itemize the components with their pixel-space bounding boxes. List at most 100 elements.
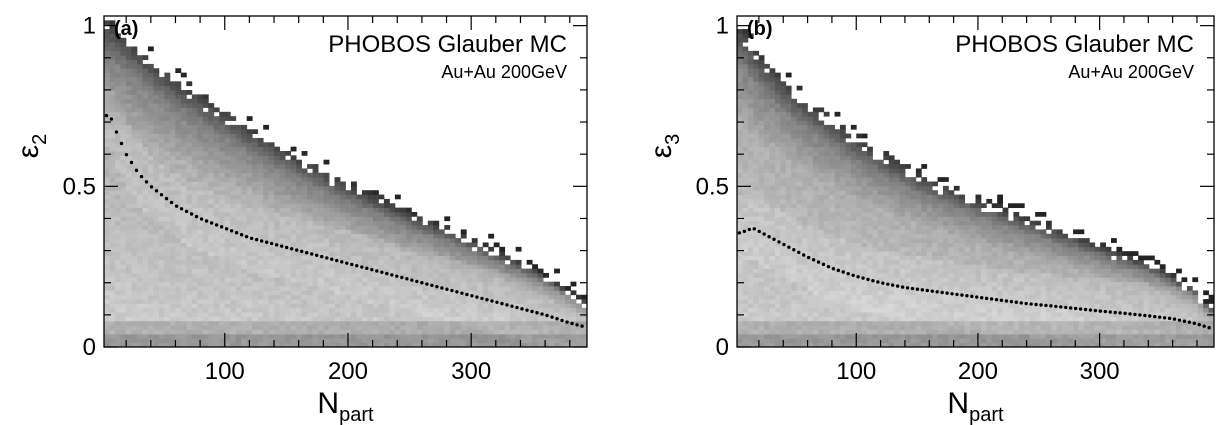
heatmap-cell (224, 220, 231, 226)
heatmap-cell (576, 320, 582, 326)
heatmap-cell (120, 203, 127, 209)
heatmap-cell (114, 259, 121, 265)
heatmap-cell (114, 76, 121, 82)
heatmap-cell (742, 37, 749, 43)
heatmap-cell (543, 338, 549, 344)
mean-point (500, 301, 504, 306)
heatmap-cell (131, 329, 138, 335)
heatmap-cell (329, 272, 335, 278)
heatmap-cell (839, 281, 846, 287)
heatmap-cell (405, 286, 412, 291)
mean-point (325, 256, 329, 260)
heatmap-cell (758, 185, 765, 191)
heatmap-cell (444, 333, 451, 339)
heatmap-cell (845, 177, 852, 182)
heatmap-cell (241, 220, 248, 226)
mean-point (119, 141, 124, 146)
heatmap-cell (367, 251, 374, 256)
heatmap-cell (186, 129, 193, 134)
heatmap-cell (769, 207, 776, 213)
heatmap-cell (186, 142, 193, 148)
heatmap-cell (142, 333, 149, 339)
heatmap-cell (224, 264, 231, 270)
heatmap-cell (296, 172, 302, 178)
mean-point (189, 212, 194, 216)
heatmap-cell (191, 255, 198, 261)
heatmap-cell (186, 320, 193, 326)
heatmap-cell (785, 142, 792, 148)
heatmap-cell (845, 185, 852, 191)
heatmap-cell (153, 76, 160, 82)
heatmap-cell (780, 177, 787, 182)
heatmap-cell (340, 320, 346, 326)
heatmap-cell (850, 211, 857, 217)
heatmap-cell (785, 286, 792, 291)
heatmap-cell (180, 103, 187, 108)
heatmap-cell (774, 168, 781, 174)
heatmap-cell (532, 320, 538, 326)
heatmap-cell (274, 151, 281, 156)
heatmap-cell (488, 320, 495, 326)
heatmap-cell (791, 103, 798, 108)
heatmap-cell (252, 146, 259, 152)
heatmap-cell (791, 316, 798, 322)
heatmap-cell (153, 264, 160, 270)
heatmap-cell (153, 303, 160, 309)
heatmap-cell (455, 242, 462, 248)
heatmap-cell (202, 338, 209, 344)
heatmap-cell (422, 290, 429, 296)
heatmap-cell (235, 325, 242, 330)
heatmap-cell (230, 264, 237, 270)
heatmap-cell (131, 120, 138, 126)
heatmap-cell (312, 251, 319, 256)
heatmap-cell (378, 277, 385, 283)
heatmap-cell (796, 181, 803, 187)
heatmap-cell (263, 238, 270, 243)
heatmap-cell (737, 325, 743, 330)
heatmap-cell (169, 246, 176, 252)
heatmap-cell (378, 225, 385, 230)
heatmap-cell (104, 320, 110, 326)
heatmap-cell (400, 281, 407, 287)
heatmap-cell (499, 277, 506, 283)
heatmap-cell (120, 46, 127, 52)
heatmap-cell (818, 164, 825, 169)
heatmap-cell (433, 312, 440, 317)
heatmap-cell (356, 290, 363, 296)
heatmap-cell (394, 329, 401, 335)
heatmap-cell (125, 177, 132, 182)
heatmap-cell (737, 111, 743, 117)
heatmap-cell (263, 272, 270, 278)
heatmap-cell (318, 277, 324, 283)
heatmap-cell (372, 190, 379, 195)
heatmap-cell (136, 216, 143, 222)
heatmap-cell (334, 286, 341, 291)
heatmap-cell (769, 211, 776, 217)
heatmap-cell (850, 299, 857, 304)
heatmap-cell (169, 194, 176, 200)
heatmap-cell (224, 342, 231, 348)
heatmap-cell (252, 342, 259, 348)
heatmap-cell (191, 198, 198, 204)
heatmap-cell (785, 120, 792, 126)
heatmap-cell (389, 216, 396, 222)
mean-point (144, 180, 149, 184)
heatmap-cell (394, 238, 401, 243)
heatmap-cell (758, 294, 765, 300)
heatmap-cell (153, 342, 160, 348)
heatmap-cell (361, 190, 368, 195)
heatmap-cell (372, 286, 379, 291)
heatmap-cell (565, 312, 571, 317)
heatmap-cell (405, 255, 412, 261)
heatmap-cell (791, 111, 798, 117)
heatmap-cell (125, 220, 132, 226)
heatmap-cell (411, 220, 418, 226)
heatmap-cell (829, 233, 835, 239)
heatmap-cell (737, 238, 743, 243)
heatmap-cell (125, 264, 132, 270)
heatmap-cell (758, 207, 765, 213)
mean-point (259, 239, 264, 243)
heatmap-cell (548, 299, 555, 304)
heatmap-cell (230, 198, 237, 204)
heatmap-cell (340, 185, 346, 191)
